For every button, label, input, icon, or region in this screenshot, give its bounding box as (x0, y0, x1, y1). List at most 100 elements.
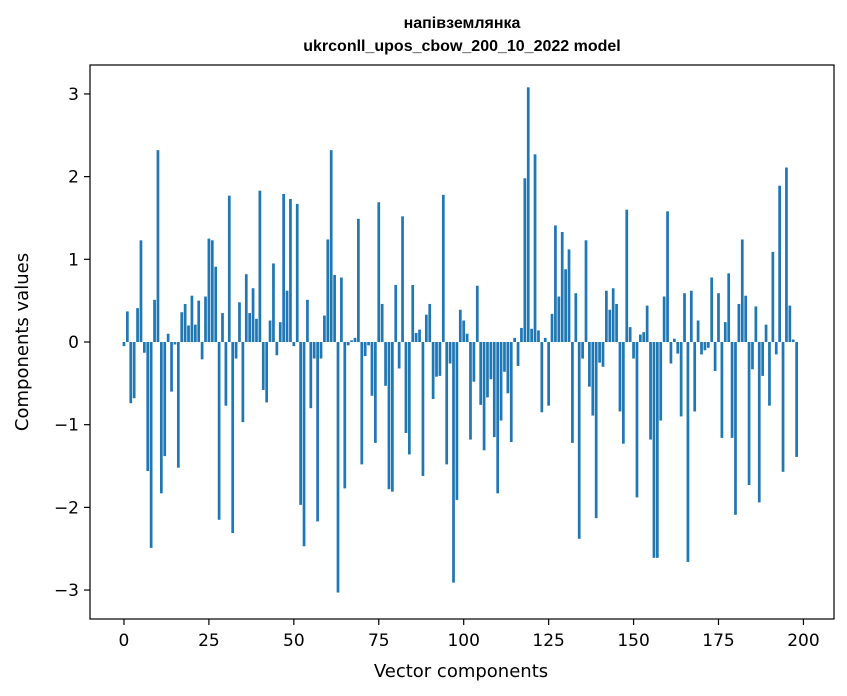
bar-133 (574, 293, 578, 342)
bar-127 (554, 225, 557, 342)
bar-152 (639, 334, 642, 342)
bar-42 (265, 342, 269, 403)
bar-192 (774, 342, 778, 355)
bar-19 (187, 325, 190, 342)
bar-126 (550, 313, 554, 342)
bar-142 (605, 290, 608, 342)
bar-189 (764, 324, 768, 342)
bar-97 (452, 342, 455, 583)
bar-170 (700, 342, 703, 355)
bar-13 (166, 333, 170, 342)
bar-21 (193, 324, 197, 342)
bar-120 (530, 328, 533, 342)
bar-95 (445, 342, 449, 465)
bar-101 (465, 333, 469, 342)
bar-78 (387, 342, 391, 490)
y-tick-label: −3 (54, 581, 79, 601)
x-tick-label: 150 (617, 631, 649, 651)
bar-64 (340, 277, 343, 342)
x-tick-label: 175 (702, 631, 734, 651)
bar-54 (306, 299, 309, 342)
bar-0 (122, 342, 126, 347)
bar-187 (757, 342, 761, 503)
bar-38 (251, 288, 255, 342)
bar-146 (618, 342, 622, 412)
bar-167 (689, 290, 693, 342)
bar-9 (153, 299, 156, 342)
bar-161 (669, 342, 673, 364)
bar-66 (346, 342, 350, 346)
bar-173 (710, 277, 714, 342)
bar-8 (149, 342, 153, 548)
y-axis-ticks: −3 −2 −1 0 1 2 3 (54, 85, 90, 601)
bar-58 (319, 342, 323, 359)
bar-30 (224, 342, 228, 406)
bar-180 (734, 342, 737, 515)
bar-190 (768, 342, 771, 406)
x-tick-label: 125 (532, 631, 564, 651)
bar-47 (282, 193, 285, 342)
bar-150 (632, 342, 635, 359)
bar-59 (323, 315, 326, 342)
bar-188 (761, 342, 765, 376)
bar-162 (672, 338, 676, 342)
bar-171 (703, 342, 707, 351)
bar-163 (676, 342, 680, 354)
bar-140 (598, 342, 601, 363)
x-tick-label: 75 (368, 631, 390, 651)
bar-43 (268, 320, 272, 342)
bar-18 (183, 303, 187, 342)
bar-168 (693, 342, 697, 412)
bar-79 (391, 342, 394, 492)
x-tick-label: 25 (198, 631, 220, 651)
bar-92 (435, 342, 438, 377)
bar-166 (686, 342, 690, 562)
bar-196 (788, 305, 792, 342)
bar-195 (785, 167, 788, 342)
bar-25 (207, 238, 211, 342)
bar-57 (316, 342, 319, 522)
bar-135 (581, 342, 584, 359)
bar-123 (540, 342, 544, 413)
bar-37 (248, 313, 252, 342)
bar-119 (526, 87, 530, 342)
bar-86 (414, 332, 418, 342)
bar-1 (126, 311, 129, 342)
bar-128 (557, 296, 561, 342)
bar-65 (343, 342, 347, 489)
bar-7 (146, 342, 150, 471)
bar-151 (635, 342, 639, 498)
bar-27 (214, 266, 218, 342)
bar-164 (679, 342, 683, 417)
bar-61 (329, 150, 333, 342)
x-axis-label: Vector components (374, 661, 548, 682)
bar-80 (394, 284, 398, 342)
bar-106 (482, 342, 486, 451)
bar-110 (496, 342, 500, 494)
bar-175 (717, 293, 720, 342)
bar-156 (652, 342, 656, 558)
y-tick-label: −1 (54, 416, 79, 436)
x-tick-label: 50 (283, 631, 305, 651)
bar-94 (441, 194, 445, 342)
bar-144 (611, 288, 615, 342)
bar-132 (571, 342, 574, 443)
bar-26 (210, 240, 214, 342)
bar-28 (217, 342, 221, 520)
bar-107 (486, 342, 489, 398)
bar-16 (176, 342, 180, 468)
bar-130 (564, 269, 567, 342)
bar-109 (492, 342, 496, 438)
bar-74 (374, 342, 377, 443)
bar-139 (594, 342, 598, 519)
bar-118 (523, 178, 527, 342)
bar-197 (791, 339, 795, 342)
bar-88 (421, 342, 425, 476)
bar-112 (503, 342, 506, 372)
bar-76 (380, 303, 384, 342)
bar-20 (190, 295, 194, 342)
x-tick-label: 100 (447, 631, 479, 651)
bar-159 (662, 296, 666, 342)
bar-153 (642, 332, 646, 342)
bar-36 (244, 274, 248, 342)
